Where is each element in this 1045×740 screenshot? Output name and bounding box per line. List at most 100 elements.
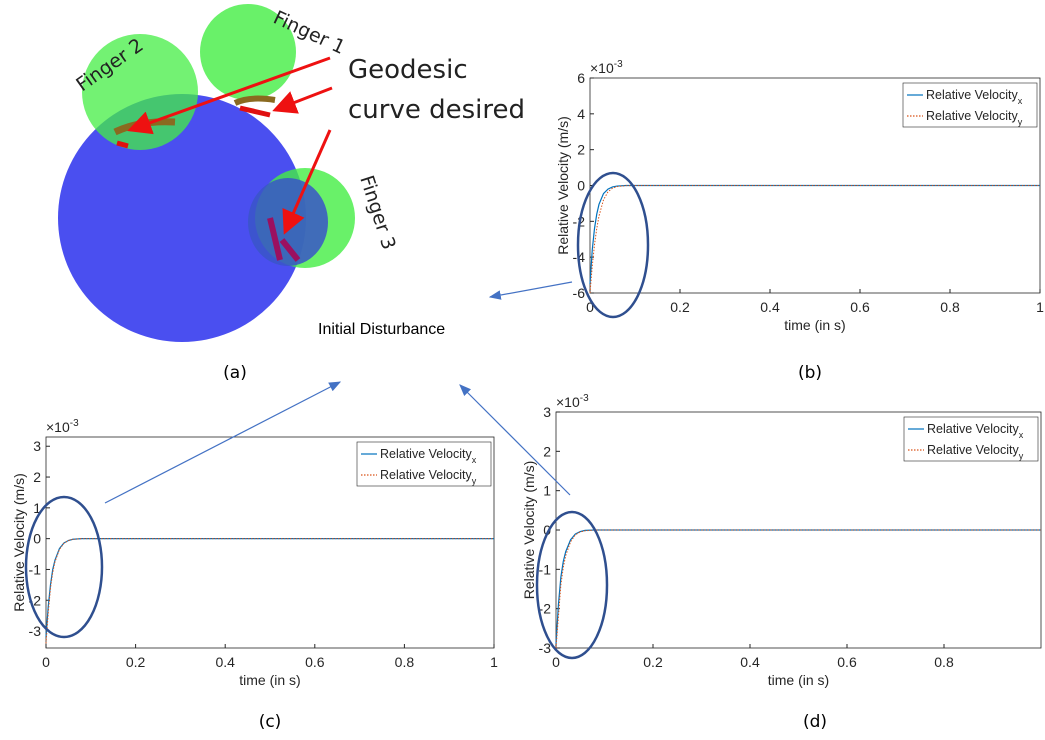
legend-subscript: y: [1019, 451, 1024, 461]
legend-subscript: x: [1018, 96, 1023, 106]
callout-text: curve desired: [348, 95, 525, 125]
multiplier-base: ×10: [590, 60, 614, 76]
annotation: Initial Disturbance: [318, 321, 445, 338]
line-chart: -3 -2 -1 0 1 2 3 0 0.2 0.4 0.6 0.8 time (in s) Relati…: [521, 393, 1042, 688]
y-tick-label: 3: [33, 438, 41, 454]
legend-label: Relative Velocityy: [927, 443, 1024, 461]
data-line: [45, 538, 494, 644]
multiplier-base: ×10: [46, 419, 70, 435]
x-tick-label: 0.4: [215, 654, 235, 670]
multiplier-exponent: -3: [614, 59, 623, 70]
x-tick-label: 0.4: [740, 654, 760, 670]
x-tick-label: 0.2: [643, 654, 663, 670]
x-tick-label: 0.8: [934, 654, 954, 670]
x-axis-label: time (in s): [784, 317, 845, 333]
y-tick-label: -1: [539, 561, 552, 577]
x-axis-label: time (in s): [239, 672, 300, 688]
y-axis-label: Relative Velocity (m/s): [555, 116, 571, 254]
y-tick-label: 4: [577, 106, 585, 122]
legend-name: Relative Velocity: [926, 88, 1018, 102]
x-tick-label: 0.6: [837, 654, 857, 670]
highlight-ellipse: [24, 495, 104, 639]
legend-label: Relative Velocityx: [926, 88, 1023, 106]
callout-arrow: [127, 56, 331, 135]
x-tick-label: 0.6: [850, 299, 870, 315]
panel-label: (a): [223, 363, 247, 383]
panel-label: (d): [803, 712, 827, 732]
highlight-ellipse: [535, 510, 609, 660]
x-tick-label: 0: [552, 654, 560, 670]
x-tick-label: 0: [586, 299, 594, 315]
finger-label: Finger 3: [355, 173, 400, 253]
legend-label: Relative Velocityx: [380, 447, 477, 465]
axis-multiplier: ×10-3: [590, 59, 623, 76]
multiplier-exponent: -3: [580, 393, 589, 404]
legend-label: Relative Velocityy: [926, 109, 1023, 127]
y-tick-label: -6: [573, 285, 586, 301]
contact-curve: [233, 95, 276, 106]
multiplier-exponent: -3: [70, 418, 79, 429]
legend-name: Relative Velocity: [927, 422, 1019, 436]
y-tick-label: 6: [577, 70, 585, 86]
y-tick-label: 0: [577, 178, 585, 194]
x-tick-label: 0.2: [126, 654, 146, 670]
x-tick-label: 0.4: [760, 299, 780, 315]
legend-name: Relative Velocity: [380, 447, 472, 461]
object-sphere: [58, 94, 306, 342]
pointer-arrow: [104, 381, 342, 504]
legend-box: [903, 416, 1039, 462]
legend-subscript: x: [472, 455, 477, 465]
callout-text: Geodesic: [348, 55, 468, 85]
legend-subscript: x: [1019, 430, 1024, 440]
y-tick-label: -3: [29, 623, 42, 639]
contact-curve: [116, 140, 129, 149]
legend-name: Relative Velocity: [380, 468, 472, 482]
y-tick-label: 2: [577, 142, 585, 158]
legend-label: Relative Velocityy: [380, 468, 477, 486]
legend-subscript: y: [472, 476, 477, 486]
x-tick-label: 0.8: [395, 654, 415, 670]
y-tick-label: 2: [33, 469, 41, 485]
contact-curve: [239, 105, 271, 118]
y-tick-label: -3: [539, 640, 552, 656]
y-tick-label: 0: [543, 522, 551, 538]
x-tick-label: 0.8: [940, 299, 960, 315]
x-tick-label: 1: [1036, 299, 1044, 315]
multiplier-base: ×10: [556, 394, 580, 410]
x-tick-label: 1: [490, 654, 498, 670]
x-tick-label: 0.2: [670, 299, 690, 315]
pointer-arrow: [459, 384, 571, 496]
highlight-ellipse: [576, 171, 650, 319]
y-axis-label: Relative Velocity (m/s): [521, 461, 537, 599]
x-axis-label: time (in s): [768, 672, 829, 688]
callout-arrow: [272, 86, 333, 114]
callout-arrow: [282, 129, 332, 235]
y-tick-label: 3: [543, 404, 551, 420]
data-line: [589, 185, 1040, 294]
y-tick-label: 0: [33, 531, 41, 547]
legend-name: Relative Velocity: [926, 109, 1018, 123]
legend-subscript: y: [1018, 117, 1023, 127]
x-tick-label: 0: [42, 654, 50, 670]
illustration: Finger 1 Finger 2 Finger 3 Geodesic curv…: [58, 4, 525, 342]
legend-box: [902, 82, 1038, 128]
y-axis-label: Relative Velocity (m/s): [11, 473, 27, 611]
panel-label: (c): [259, 712, 282, 732]
panel-label: (b): [798, 363, 822, 383]
y-tick-label: -2: [539, 601, 552, 617]
legend-name: Relative Velocity: [927, 443, 1019, 457]
pointer-arrow: [488, 281, 573, 300]
legend-box: [356, 441, 492, 487]
axis-multiplier: ×10-3: [46, 418, 79, 435]
y-tick-label: -1: [29, 561, 42, 577]
y-tick-label: 1: [543, 483, 551, 499]
axis-multiplier: ×10-3: [556, 393, 589, 410]
y-tick-label: 1: [33, 500, 41, 516]
